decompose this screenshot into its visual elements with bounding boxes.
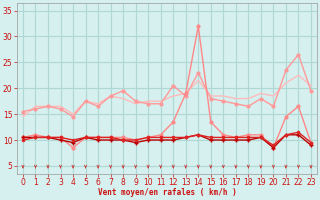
X-axis label: Vent moyen/en rafales ( km/h ): Vent moyen/en rafales ( km/h ): [98, 188, 236, 197]
